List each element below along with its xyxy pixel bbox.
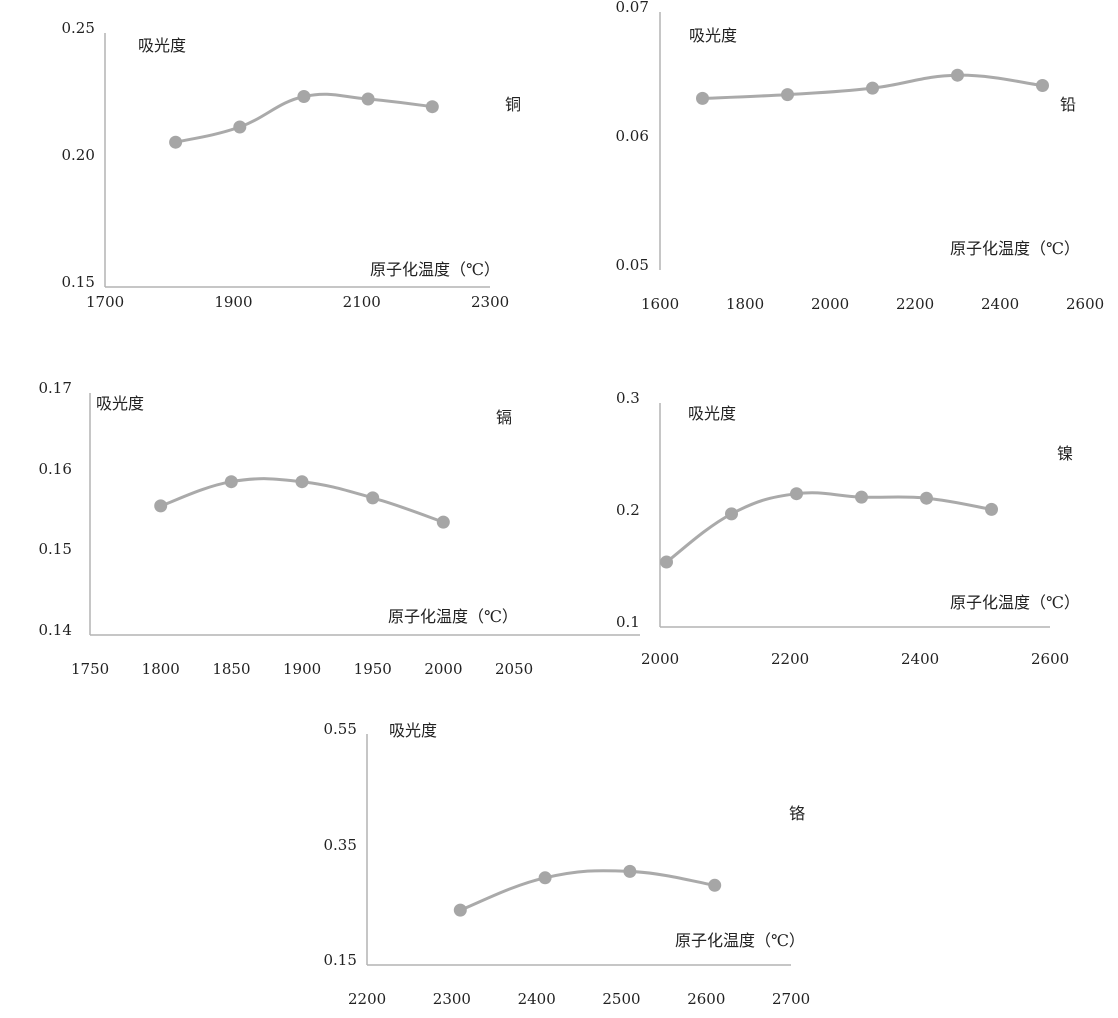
y-tick-label: 0.25 [61, 19, 95, 37]
x-tick-label: 1800 [141, 660, 180, 678]
data-point [295, 475, 309, 489]
x-tick-label: 2600 [1066, 295, 1105, 313]
series-label-cadmium: 镉 [496, 408, 513, 427]
series-line [459, 869, 715, 912]
y-tick-label: 0.3 [616, 389, 640, 407]
data-point [725, 507, 738, 521]
data-point [425, 100, 439, 114]
y-axis-label: 吸光度 [96, 394, 145, 413]
x-tick-label: 2400 [981, 295, 1020, 313]
data-point [855, 490, 868, 504]
y-tick-label: 0.16 [38, 459, 72, 478]
x-axis-label: 原子化温度（℃） [950, 239, 1080, 258]
x-tick-label: 2300 [432, 990, 471, 1008]
y-tick-label: 0.2 [616, 501, 640, 519]
data-point [233, 120, 247, 134]
series-label-chromium: 铬 [789, 804, 806, 823]
x-tick-label: 2000 [424, 660, 463, 678]
y-tick-label: 0.14 [38, 621, 72, 639]
x-tick-label: 2500 [602, 990, 641, 1008]
x-tick-label: 1950 [353, 660, 392, 678]
x-tick-label: 2300 [471, 293, 510, 311]
x-axis-label: 原子化温度（℃） [388, 607, 518, 626]
x-tick-label: 2400 [517, 990, 556, 1008]
x-tick-label: 2000 [641, 650, 680, 668]
x-tick-label: 1700 [86, 293, 125, 311]
y-tick-label: 0.06 [615, 127, 649, 145]
data-point [1036, 79, 1049, 92]
y-tick-label: 0.15 [38, 540, 72, 559]
x-tick-label: 2200 [771, 650, 810, 668]
x-tick-label: 1600 [641, 295, 680, 313]
y-tick-label: 0.15 [323, 951, 357, 969]
data-point [920, 491, 933, 505]
x-tick-label: 2100 [342, 293, 381, 311]
x-axis-label: 原子化温度（℃） [675, 931, 805, 950]
data-point [951, 68, 964, 82]
data-point [453, 903, 467, 917]
y-tick-label: 0.07 [615, 0, 649, 16]
x-tick-label: 1850 [212, 660, 251, 678]
y-axis-label: 吸光度 [138, 36, 187, 55]
x-tick-label: 1800 [726, 295, 765, 313]
x-tick-label: 1750 [71, 660, 110, 678]
y-axis-label: 吸光度 [389, 721, 438, 740]
y-axis-label: 吸光度 [688, 404, 737, 423]
data-point [224, 475, 238, 489]
series-label-copper: 铜 [505, 95, 522, 114]
data-point [538, 871, 552, 885]
data-point [297, 90, 311, 103]
y-tick-label: 0.55 [323, 720, 357, 738]
data-point [696, 91, 709, 105]
data-point [790, 487, 803, 501]
data-point [866, 81, 879, 95]
y-tick-label: 0.05 [615, 256, 649, 274]
y-tick-label: 0.20 [61, 146, 95, 164]
x-axis-label: 原子化温度（℃） [370, 260, 500, 279]
x-axis-label: 原子化温度（℃） [950, 593, 1080, 612]
series-label-nickel: 镍 [1057, 444, 1074, 463]
x-tick-label: 2000 [811, 295, 850, 313]
y-tick-label: 0.1 [616, 613, 640, 631]
x-tick-label: 2600 [687, 990, 726, 1008]
x-tick-label: 2200 [348, 990, 387, 1008]
data-point [366, 491, 380, 505]
data-point [781, 88, 794, 102]
x-tick-label: 2200 [896, 295, 935, 313]
y-tick-label: 0.17 [38, 379, 72, 397]
data-point [154, 499, 168, 513]
x-tick-label: 1900 [283, 660, 322, 678]
data-point [169, 135, 183, 149]
data-point [361, 92, 375, 106]
data-point [436, 515, 450, 529]
x-tick-label: 2400 [901, 650, 940, 668]
x-tick-label: 2700 [772, 990, 811, 1008]
y-tick-label: 0.15 [61, 273, 95, 291]
data-point [623, 864, 637, 878]
data-point [708, 878, 722, 892]
data-point [660, 555, 673, 569]
y-tick-label: 0.35 [323, 835, 357, 854]
x-tick-label: 2050 [495, 660, 534, 678]
data-point [985, 502, 998, 516]
series-label-lead: 铅 [1060, 95, 1077, 114]
y-axis-label: 吸光度 [689, 26, 738, 45]
x-tick-label: 1900 [214, 293, 253, 311]
x-tick-label: 2600 [1031, 650, 1070, 668]
